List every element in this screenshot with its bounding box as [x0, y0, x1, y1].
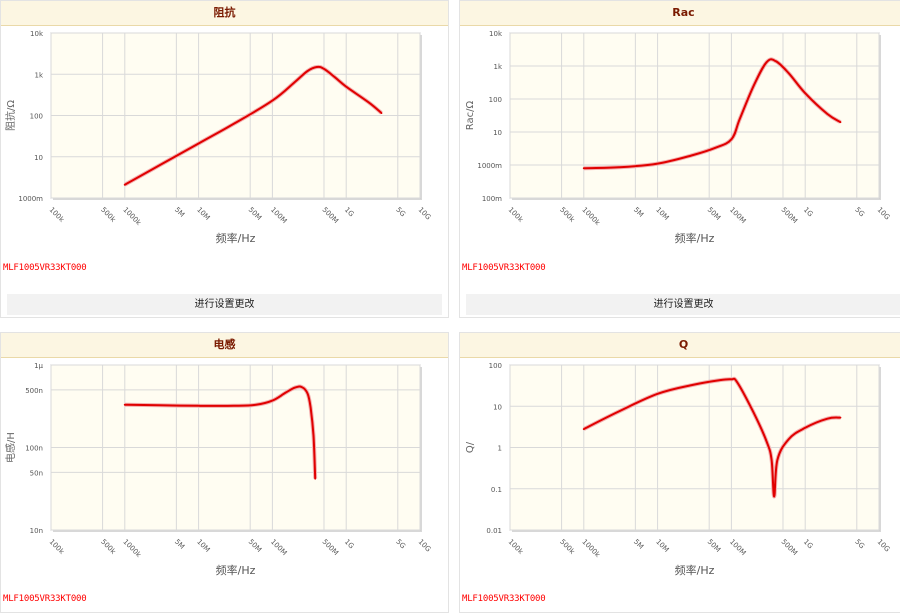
x-tick-label: 100k: [507, 206, 526, 225]
x-tick-label: 50M: [247, 538, 263, 554]
x-tick-label: 500k: [558, 538, 577, 557]
y-tick-label: 10: [34, 154, 43, 162]
series-line: [123, 65, 383, 186]
chart-panel-impedance: 阻抗 100k 500k 1000k 5M 10M 50M 100M 500M 1G 5G 10G 1…: [0, 0, 449, 318]
settings-change-button[interactable]: 进行设置更改: [466, 294, 900, 315]
y-tick-label: 0.01: [486, 527, 502, 535]
x-tick-label: 500M: [780, 206, 799, 225]
part-number-link[interactable]: MLF1005VR33KT000: [3, 594, 87, 604]
y-tick-label: 100m: [482, 195, 502, 203]
x-tick-label: 10M: [654, 206, 670, 222]
x-tick-label: 100k: [507, 538, 526, 557]
x-tick-label: 50M: [247, 206, 263, 222]
x-tick-label: 100k: [48, 206, 67, 225]
chart-title: 电感: [1, 333, 448, 358]
x-tick-label: 10M: [654, 538, 670, 554]
settings-change-button[interactable]: 进行设置更改: [7, 294, 442, 315]
x-tick-label: 1000k: [580, 538, 602, 560]
y-axis-label: Q/: [465, 441, 476, 453]
x-tick-label: 5M: [173, 538, 186, 551]
y-tick-label: 10: [493, 403, 502, 411]
x-tick-label: 100M: [728, 538, 747, 557]
x-tick-label: 100M: [269, 206, 288, 225]
x-tick-label: 1G: [343, 206, 356, 219]
y-tick-label: 1: [498, 445, 502, 453]
x-tick-label: 5G: [394, 538, 407, 551]
x-tick-label: 5M: [173, 206, 186, 219]
series-line: [582, 58, 842, 170]
x-tick-label: 1G: [802, 538, 815, 551]
x-tick-label: 1000k: [580, 206, 602, 228]
x-tick-label: 50M: [706, 538, 722, 554]
x-axis-label: 频率/Hz: [216, 231, 256, 245]
x-axis-label: 频率/Hz: [675, 231, 715, 245]
y-tick-label: 10n: [30, 527, 43, 535]
part-number-link[interactable]: MLF1005VR33KT000: [462, 263, 546, 273]
y-tick-label: 1μ: [34, 362, 43, 370]
inductance-plot: 100k 500k 1000k 5M 10M 50M 100M 500M 1G 5G 10G 10n 5…: [4, 362, 433, 577]
y-tick-label: 10k: [30, 30, 44, 38]
x-tick-label: 500k: [558, 206, 577, 225]
y-tick-label: 100: [30, 113, 43, 121]
y-tick-label: 1000m: [18, 195, 43, 203]
y-tick-label: 10k: [489, 30, 503, 38]
x-tick-label: 1000k: [121, 538, 143, 560]
chart-panel-rac: Rac 100k 500k 1000k 5M 10M 50M 100M 500M 1G 5G 10G…: [459, 0, 900, 318]
x-tick-label: 5G: [853, 538, 866, 551]
x-tick-label: 10G: [417, 538, 433, 554]
x-tick-label: 10G: [876, 206, 892, 222]
y-tick-label: 100: [489, 362, 502, 370]
x-axis-label: 频率/Hz: [216, 563, 256, 577]
x-tick-label: 10G: [876, 538, 892, 554]
x-tick-label: 100k: [48, 538, 67, 557]
series-line: [582, 377, 842, 498]
chart-panel-q: Q 100k 500k 1000k 5M 10M 50M 100M 500M 1G 5G 10G 0.…: [459, 332, 900, 613]
x-tick-label: 500k: [99, 538, 118, 557]
x-tick-label: 500k: [99, 206, 118, 225]
y-tick-label: 1k: [34, 71, 43, 79]
x-tick-label: 1G: [343, 538, 356, 551]
y-tick-label: 500n: [25, 387, 43, 395]
y-tick-label: 100: [489, 96, 502, 104]
y-tick-label: 10: [493, 129, 502, 137]
x-tick-label: 500M: [321, 206, 340, 225]
q-plot: 100k 500k 1000k 5M 10M 50M 100M 500M 1G 5G 10G 0.01…: [465, 362, 892, 577]
y-axis-label: 电感/H: [4, 432, 17, 463]
x-axis-label: 频率/Hz: [675, 563, 715, 577]
x-tick-label: 1000k: [121, 206, 143, 228]
plot-area: [509, 32, 880, 199]
x-tick-label: 5G: [853, 206, 866, 219]
x-tick-label: 10M: [195, 206, 211, 222]
y-tick-label: 1k: [493, 63, 502, 71]
chart-title: Rac: [460, 1, 900, 26]
impedance-plot: 100k 500k 1000k 5M 10M 50M 100M 500M 1G 5G 10G 1000…: [4, 30, 433, 245]
x-tick-label: 5G: [394, 206, 407, 219]
x-tick-label: 10M: [195, 538, 211, 554]
x-tick-label: 100M: [269, 538, 288, 557]
x-tick-label: 5M: [632, 206, 645, 219]
chart-title: 阻抗: [1, 1, 448, 26]
x-tick-label: 100M: [728, 206, 747, 225]
series-line: [123, 385, 317, 480]
y-axis-label: 阻抗/Ω: [4, 100, 17, 131]
y-tick-label: 100n: [25, 445, 43, 453]
rac-plot: 100k 500k 1000k 5M 10M 50M 100M 500M 1G 5G 10G 100m…: [465, 30, 892, 245]
x-tick-label: 1G: [802, 206, 815, 219]
x-tick-label: 5M: [632, 538, 645, 551]
x-tick-label: 50M: [706, 206, 722, 222]
chart-title: Q: [460, 333, 900, 358]
chart-panel-inductance: 电感 100k 500k 1000k 5M 10M 50M 100M 500M 1G 5G 10G 1…: [0, 332, 449, 613]
x-tick-label: 500M: [321, 538, 340, 557]
y-tick-label: 1000m: [477, 162, 502, 170]
y-axis-label: Rac/Ω: [465, 100, 476, 130]
x-tick-label: 500M: [780, 538, 799, 557]
y-tick-label: 50n: [30, 469, 43, 477]
part-number-link[interactable]: MLF1005VR33KT000: [462, 594, 546, 604]
y-tick-label: 0.1: [491, 486, 502, 494]
part-number-link[interactable]: MLF1005VR33KT000: [3, 263, 87, 273]
x-tick-label: 10G: [417, 206, 433, 222]
